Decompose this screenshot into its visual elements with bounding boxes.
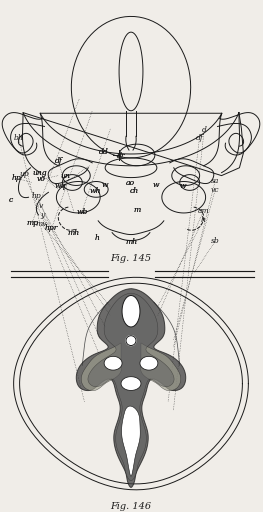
Text: h: h — [95, 234, 100, 243]
Text: d: d — [202, 125, 207, 134]
Text: m: m — [133, 206, 140, 214]
Text: df: df — [54, 157, 62, 165]
Polygon shape — [122, 295, 140, 327]
Text: mh: mh — [68, 229, 80, 237]
Text: dd: dd — [99, 147, 109, 156]
Text: un: un — [61, 172, 70, 180]
Polygon shape — [104, 356, 122, 370]
Text: mh: mh — [125, 238, 138, 246]
Text: wb: wb — [76, 208, 88, 216]
Text: dr: dr — [117, 152, 125, 160]
Polygon shape — [88, 293, 174, 481]
Text: df: df — [54, 157, 62, 165]
Text: vc: vc — [211, 186, 219, 194]
Text: mp: mp — [26, 219, 38, 227]
Text: am: am — [198, 207, 209, 215]
Polygon shape — [76, 289, 186, 487]
Text: wq: wq — [55, 182, 66, 190]
Text: Fig. 145: Fig. 145 — [110, 254, 151, 263]
Text: dd: dd — [99, 147, 109, 156]
Text: ung: ung — [32, 169, 47, 177]
Text: sb: sb — [211, 237, 220, 245]
Polygon shape — [81, 343, 122, 391]
Text: w: w — [102, 181, 108, 189]
Text: ung: ung — [32, 169, 47, 177]
Text: w: w — [152, 181, 159, 189]
Text: bh: bh — [14, 134, 23, 141]
Polygon shape — [121, 377, 141, 391]
Polygon shape — [122, 406, 140, 476]
Text: wq: wq — [55, 182, 66, 190]
Text: vo: vo — [37, 175, 46, 183]
Text: y: y — [40, 211, 44, 219]
Text: hp: hp — [32, 192, 42, 200]
Text: ch: ch — [130, 187, 139, 196]
Text: w: w — [152, 181, 159, 189]
Text: ao: ao — [126, 179, 135, 187]
Text: wh: wh — [89, 187, 100, 195]
Circle shape — [126, 336, 136, 346]
Text: df: df — [196, 134, 203, 141]
Text: h: h — [201, 216, 206, 224]
Text: w: w — [102, 181, 108, 189]
Text: c: c — [9, 196, 13, 204]
Text: wh: wh — [89, 187, 100, 195]
Text: hpr: hpr — [45, 224, 58, 232]
Text: h: h — [95, 234, 100, 243]
Text: vo: vo — [37, 175, 46, 183]
Text: v: v — [39, 202, 43, 210]
Polygon shape — [140, 343, 181, 391]
Text: dr: dr — [117, 152, 125, 160]
Text: mh: mh — [68, 229, 80, 237]
Text: up: up — [19, 170, 29, 178]
Polygon shape — [140, 356, 158, 370]
Text: sa: sa — [211, 177, 219, 185]
Text: hp: hp — [12, 174, 21, 182]
Text: Fig. 146: Fig. 146 — [110, 502, 151, 511]
Text: c: c — [9, 196, 13, 204]
Text: wb: wb — [76, 208, 88, 216]
Text: mp: mp — [26, 219, 38, 227]
Text: hp: hp — [12, 174, 21, 182]
Text: w: w — [179, 182, 186, 190]
Text: w: w — [179, 182, 186, 190]
Text: ch: ch — [130, 187, 139, 196]
Text: hpr: hpr — [45, 224, 58, 232]
Text: ao: ao — [126, 179, 135, 187]
Text: mv: mv — [36, 220, 47, 228]
Text: mh: mh — [125, 238, 138, 246]
Text: m: m — [133, 206, 140, 214]
Text: un: un — [61, 172, 70, 180]
